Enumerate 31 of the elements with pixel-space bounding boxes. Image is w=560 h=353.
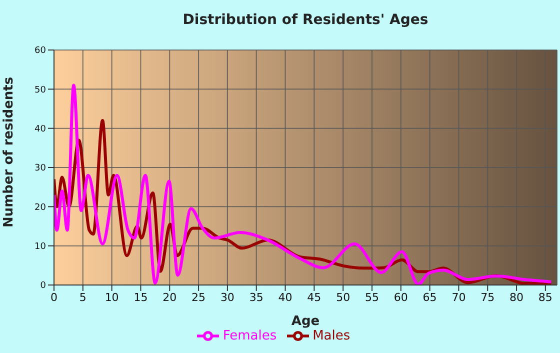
x-tick-label: 85 [538, 290, 552, 304]
y-axis-title: Number of residents [2, 76, 17, 228]
x-tick-label: 60 [394, 290, 408, 304]
x-tick-label: 55 [364, 290, 379, 304]
x-tick-label: 5 [79, 290, 86, 304]
x-tick-label: 35 [249, 290, 264, 304]
x-tick-label: 65 [422, 290, 437, 304]
x-tick-label: 45 [307, 290, 322, 304]
x-tick-label: 30 [220, 290, 234, 304]
legend-label: Females [222, 328, 277, 344]
x-tick-label: 15 [134, 290, 148, 304]
x-tick-label: 75 [480, 290, 495, 304]
x-tick-label: 10 [104, 290, 119, 304]
line-series [54, 84, 553, 285]
x-axis-title: Age [291, 314, 320, 329]
chart-title: Distribution of Residents' Ages [182, 12, 430, 28]
x-tick-label: 25 [192, 290, 206, 304]
y-tick-label: 60 [34, 46, 46, 56]
y-tick-label: 20 [34, 202, 46, 213]
x-tick-label: 80 [510, 290, 524, 304]
x-tick-label: 0 [50, 290, 58, 304]
x-tick-label: 50 [336, 290, 350, 304]
y-tick-label: 50 [34, 85, 46, 96]
y-tick-label: 30 [34, 164, 46, 174]
x-tick-label: 20 [162, 290, 177, 304]
y-tick-label: 10 [34, 242, 46, 252]
x-tick-label: 70 [452, 290, 466, 304]
legend-label: Males [312, 328, 350, 344]
y-tick-label: 40 [34, 124, 46, 135]
x-tick-label: 40 [278, 290, 292, 304]
y-tick-label: 0 [40, 281, 46, 292]
